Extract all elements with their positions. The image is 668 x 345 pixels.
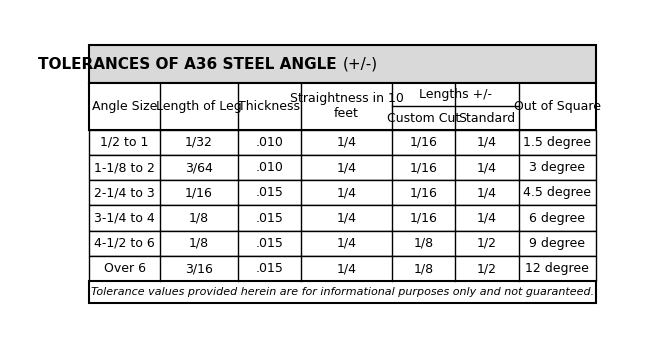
Text: 1/4: 1/4: [337, 262, 357, 275]
Text: 1/16: 1/16: [409, 186, 438, 199]
Text: Over 6: Over 6: [104, 262, 146, 275]
Text: 1/4: 1/4: [477, 211, 497, 225]
Text: Out of Square: Out of Square: [514, 100, 601, 113]
Text: 1/2 to 1: 1/2 to 1: [100, 136, 149, 149]
Text: .010: .010: [255, 161, 283, 174]
Text: Thickness: Thickness: [238, 100, 301, 113]
Text: 1/4: 1/4: [337, 237, 357, 250]
Text: 1/8: 1/8: [413, 262, 434, 275]
Text: .015: .015: [255, 186, 283, 199]
Text: 1/4: 1/4: [477, 161, 497, 174]
Bar: [89, 256, 596, 281]
Text: Standard: Standard: [458, 111, 516, 125]
Bar: [89, 206, 596, 231]
Bar: [89, 83, 596, 130]
Text: Custom Cut: Custom Cut: [387, 111, 460, 125]
Text: .015: .015: [255, 237, 283, 250]
Text: 1/4: 1/4: [337, 161, 357, 174]
Text: 1/32: 1/32: [185, 136, 213, 149]
Text: .015: .015: [255, 211, 283, 225]
Text: 2-1/4 to 3: 2-1/4 to 3: [94, 186, 155, 199]
Text: 1/16: 1/16: [185, 186, 213, 199]
Text: 1/8: 1/8: [189, 237, 209, 250]
Text: 3-1/4 to 4: 3-1/4 to 4: [94, 211, 155, 225]
Text: TOLERANCES OF A36 STEEL ANGLE: TOLERANCES OF A36 STEEL ANGLE: [39, 57, 343, 72]
Text: 1/4: 1/4: [337, 186, 357, 199]
Bar: [89, 130, 596, 155]
Text: 1/4: 1/4: [477, 186, 497, 199]
Text: 4.5 degree: 4.5 degree: [524, 186, 591, 199]
Text: Lengths +/-: Lengths +/-: [419, 88, 492, 101]
Text: 1-1/8 to 2: 1-1/8 to 2: [94, 161, 155, 174]
Text: 9 degree: 9 degree: [530, 237, 585, 250]
Text: 1/16: 1/16: [409, 161, 438, 174]
Text: 1.5 degree: 1.5 degree: [524, 136, 591, 149]
Text: 1/2: 1/2: [477, 237, 497, 250]
Text: 4-1/2 to 6: 4-1/2 to 6: [94, 237, 155, 250]
Bar: [89, 46, 596, 83]
Text: Tolerance values provided herein are for informational purposes only and not gua: Tolerance values provided herein are for…: [91, 287, 594, 297]
Text: 3 degree: 3 degree: [530, 161, 585, 174]
Text: Length of Leg: Length of Leg: [156, 100, 242, 113]
Text: 12 degree: 12 degree: [526, 262, 589, 275]
Bar: [89, 231, 596, 256]
Bar: [89, 281, 596, 303]
Text: 3/16: 3/16: [185, 262, 213, 275]
Text: 1/4: 1/4: [337, 136, 357, 149]
Text: Angle Size: Angle Size: [92, 100, 157, 113]
Text: 1/4: 1/4: [477, 136, 497, 149]
Bar: [89, 155, 596, 180]
Text: Straightness in 10
feet: Straightness in 10 feet: [289, 92, 403, 120]
Text: 3/64: 3/64: [185, 161, 213, 174]
Bar: [89, 180, 596, 206]
Text: 6 degree: 6 degree: [530, 211, 585, 225]
Text: .015: .015: [255, 262, 283, 275]
Text: .010: .010: [255, 136, 283, 149]
Text: 1/16: 1/16: [409, 211, 438, 225]
Text: 1/8: 1/8: [413, 237, 434, 250]
Text: 1/8: 1/8: [189, 211, 209, 225]
Text: 1/4: 1/4: [337, 211, 357, 225]
Text: 1/2: 1/2: [477, 262, 497, 275]
Text: 1/16: 1/16: [409, 136, 438, 149]
Text: (+/-): (+/-): [343, 57, 377, 72]
